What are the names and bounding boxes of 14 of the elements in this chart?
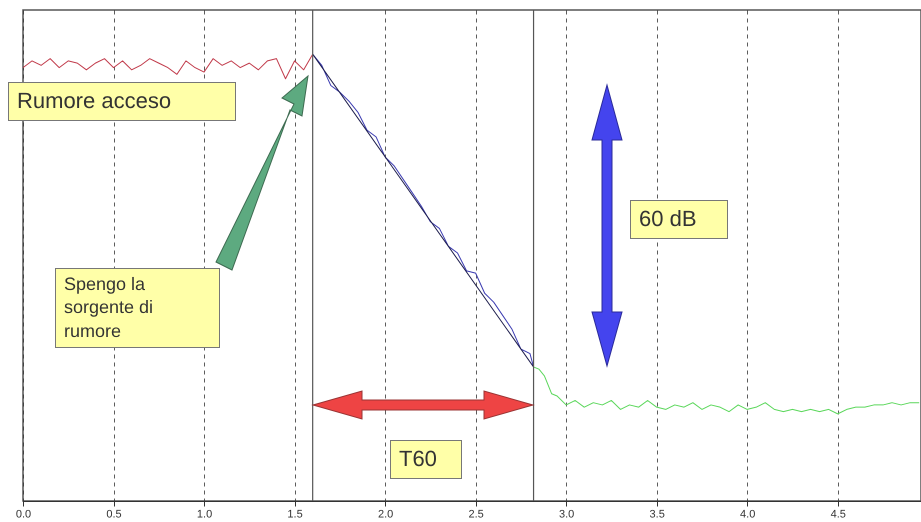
note-box: Spengo la sorgente di rumore: [55, 268, 220, 348]
note-box: T60: [390, 440, 462, 479]
x-tick-label: 2.0: [378, 508, 394, 520]
x-tick-label: 1.0: [196, 508, 212, 520]
x-tick-label: 3.5: [650, 508, 665, 520]
x-tick-label: 4.5: [830, 508, 846, 520]
x-tick-label: 4.0: [740, 508, 756, 520]
x-tick-label: 3.0: [558, 508, 574, 520]
x-tick-label: 0.5: [106, 508, 122, 520]
note-box: Rumore acceso: [8, 82, 236, 121]
x-tick-label: 1.5: [287, 508, 303, 520]
x-tick-label: 0.0: [16, 508, 32, 520]
x-tick-label: 2.5: [468, 508, 484, 520]
note-box: 60 dB: [630, 200, 728, 239]
